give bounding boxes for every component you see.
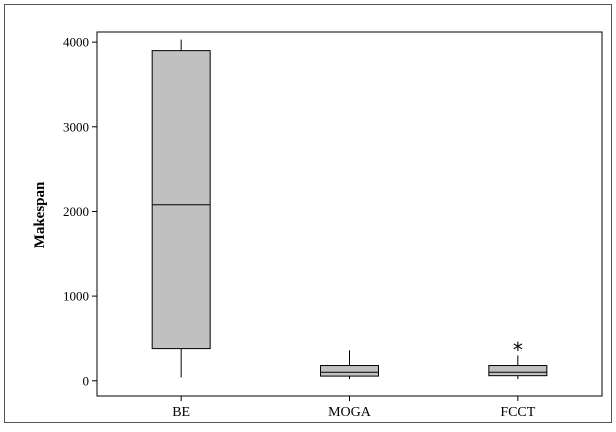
- x-tick-label-fcct: FCCT: [500, 405, 535, 420]
- y-tick-label: 3000: [63, 119, 89, 134]
- box-fcct: [488, 365, 548, 377]
- y-tick-label: 1000: [63, 289, 89, 304]
- y-tick-label: 4000: [63, 35, 89, 50]
- y-axis-title: Makespan: [32, 181, 48, 248]
- x-tick-label-be: BE: [172, 405, 190, 420]
- box-be: [151, 50, 211, 350]
- box-moga: [320, 365, 379, 377]
- y-tick-label: 0: [83, 373, 90, 388]
- x-tick-label-moga: MOGA: [328, 405, 372, 420]
- y-tick-label: 2000: [63, 204, 89, 219]
- outer-frame: [4, 4, 612, 423]
- plot-area: 0 1000 2000 3000 4000 BE MOGA FCCT *: [63, 31, 603, 420]
- outlier-marker-fcct: *: [513, 338, 523, 362]
